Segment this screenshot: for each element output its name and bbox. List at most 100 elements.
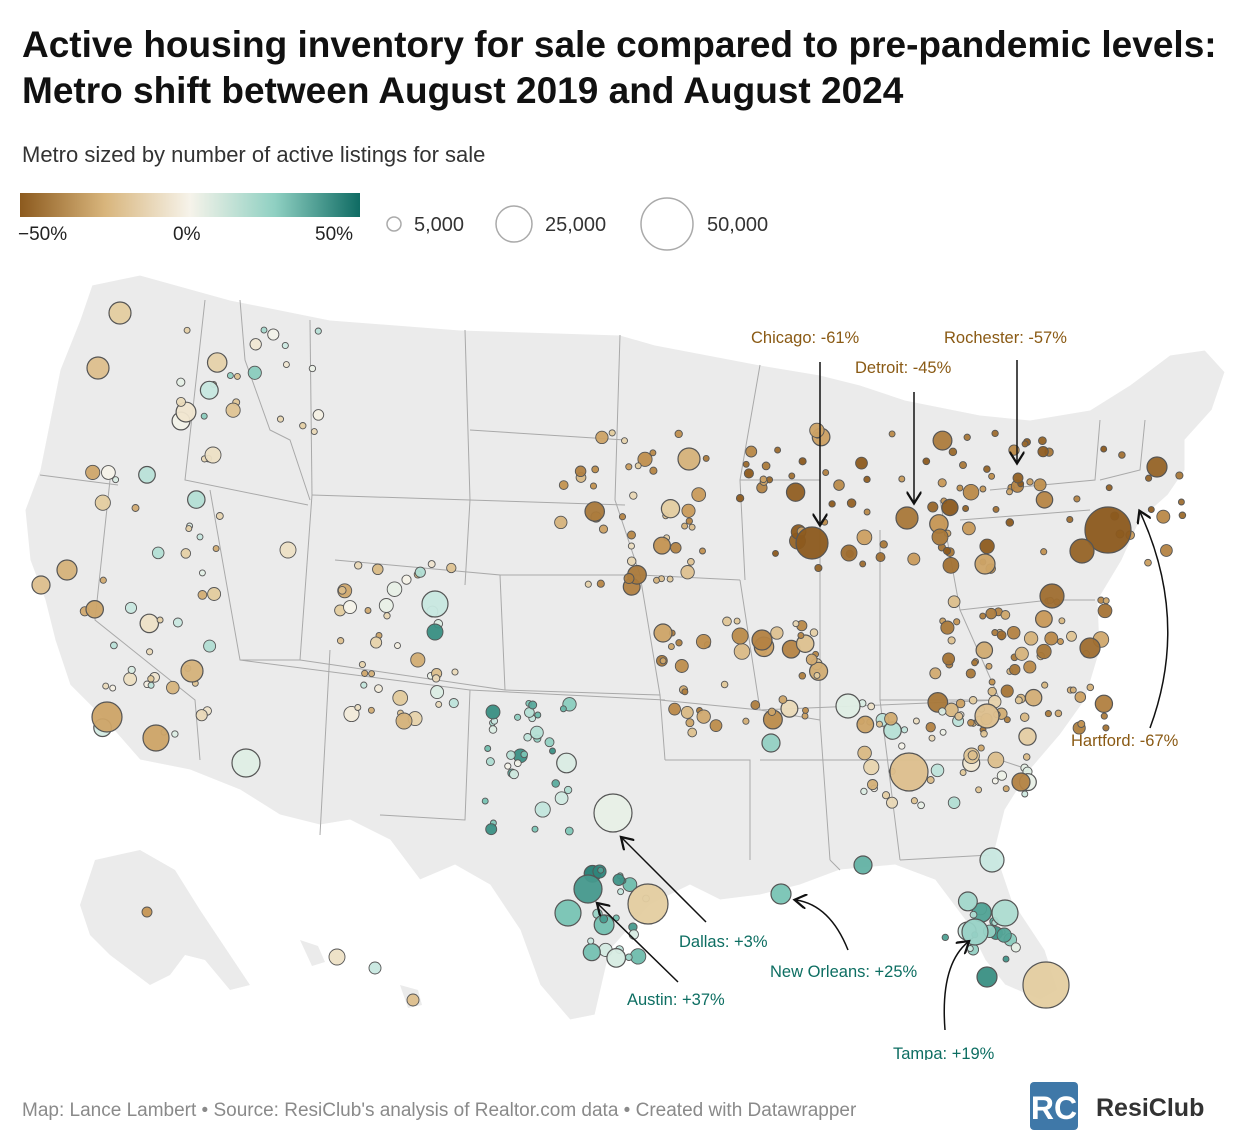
metro-bubble xyxy=(628,929,639,940)
metro-bubble xyxy=(1018,727,1037,746)
metro-bubble xyxy=(386,581,403,597)
metro-bubble xyxy=(922,457,931,466)
metro-bubble xyxy=(996,630,1007,641)
metro-bubble xyxy=(147,675,155,683)
metro-bubble xyxy=(1177,498,1185,506)
metro-bubble xyxy=(846,498,857,508)
metro-bubble xyxy=(451,668,459,676)
metro-bubble xyxy=(863,508,871,516)
metro-bubble xyxy=(1044,710,1052,718)
metro-bubble xyxy=(383,612,391,620)
metro-bubble xyxy=(410,652,426,668)
lubbock-bubble xyxy=(485,704,501,720)
metro-bubble xyxy=(767,707,777,716)
metro-bubble xyxy=(1147,506,1155,514)
metro-bubble xyxy=(530,725,544,740)
metro-bubble xyxy=(101,465,116,480)
raleigh-bubble xyxy=(1011,772,1031,792)
chart-title: Active housing inventory for sale compar… xyxy=(22,24,1217,111)
metro-bubble xyxy=(652,536,671,555)
metro-bubble xyxy=(991,429,999,438)
metro-bubble xyxy=(977,744,985,752)
metro-bubble xyxy=(621,437,628,445)
metro-bubble xyxy=(856,715,875,734)
metro-bubble xyxy=(1178,511,1187,520)
fort-myers-bubble xyxy=(976,966,998,988)
metro-bubble xyxy=(670,542,682,554)
metro-bubble xyxy=(520,750,528,759)
metro-bubble xyxy=(448,698,459,709)
metro-bubble xyxy=(770,626,784,640)
metro-bubble xyxy=(622,877,638,892)
tampa-arrow xyxy=(943,942,968,1031)
detroit-bubble xyxy=(895,506,919,530)
metro-bubble xyxy=(196,533,204,541)
metro-bubble xyxy=(513,759,522,768)
metro-bubble xyxy=(942,546,952,555)
austin-arrow xyxy=(598,904,679,983)
metro-bubble xyxy=(1002,955,1010,963)
detroit-label: Detroit: -45% xyxy=(855,359,952,377)
metro-bubble xyxy=(750,700,761,710)
metro-bubble xyxy=(481,797,489,805)
metro-bubble xyxy=(881,791,891,800)
metro-bubble xyxy=(544,737,555,748)
metro-bubble xyxy=(685,517,693,525)
metro-bubble xyxy=(358,660,366,669)
metro-bubble xyxy=(608,429,616,437)
baltimore-bubble xyxy=(1079,637,1101,659)
metro-bubble xyxy=(1160,544,1173,557)
metro-bubble xyxy=(138,465,156,484)
metro-bubble xyxy=(634,462,642,470)
metro-bubble xyxy=(414,566,426,578)
metro-bubble xyxy=(925,722,936,733)
miami-bubble xyxy=(1022,961,1070,1009)
metro-bubble xyxy=(798,457,807,466)
metro-bubble xyxy=(427,560,436,569)
austin-label: Austin: +37% xyxy=(627,991,725,1009)
metro-bubble xyxy=(431,674,441,683)
footer-credits: Map: Lance Lambert • Source: ResiClub's … xyxy=(22,1100,857,1121)
metro-bubble xyxy=(980,730,988,738)
metro-bubble xyxy=(556,752,577,774)
metro-bubble xyxy=(828,500,836,508)
metro-bubble xyxy=(197,590,208,600)
metro-bubble xyxy=(367,706,375,714)
metro-bubble xyxy=(354,561,363,570)
metro-bubble xyxy=(888,430,896,438)
san-antonio-bubble xyxy=(554,899,582,927)
metro-bubble xyxy=(343,705,360,723)
metro-bubble xyxy=(215,512,224,520)
metro-bubble xyxy=(99,576,107,584)
metro-bubble xyxy=(863,759,880,776)
metro-bubble xyxy=(617,888,625,896)
metro-bubble xyxy=(281,341,289,350)
new-orleans-bubble xyxy=(770,883,792,905)
metro-bubble xyxy=(927,501,939,513)
color-legend-mid: 0% xyxy=(173,224,201,245)
metro-bubble xyxy=(549,747,556,755)
metro-bubble xyxy=(180,548,192,559)
metro-bubble xyxy=(124,601,138,614)
metro-bubble xyxy=(589,482,598,490)
metro-bubble xyxy=(954,711,964,721)
metro-bubble xyxy=(534,711,542,719)
metro-bubble xyxy=(123,672,137,686)
new-york-bubble xyxy=(1069,538,1095,564)
metro-bubble xyxy=(1005,518,1015,527)
metro-bubble xyxy=(898,742,906,750)
logo-text: ResiClub xyxy=(1096,1094,1204,1122)
metro-bubble xyxy=(172,617,183,628)
metro-bubble xyxy=(1038,436,1047,446)
metro-bubble xyxy=(564,826,574,836)
metro-bubble xyxy=(1073,495,1081,503)
metro-bubble xyxy=(884,712,898,726)
metro-bubble xyxy=(733,643,751,660)
metro-bubble xyxy=(368,670,376,678)
metro-bubble xyxy=(612,873,625,886)
metro-bubble xyxy=(310,428,318,436)
metro-bubble xyxy=(374,684,383,693)
metro-bubble xyxy=(688,523,696,531)
metro-bubble xyxy=(959,461,967,470)
size-legend-circle-small xyxy=(386,216,402,232)
